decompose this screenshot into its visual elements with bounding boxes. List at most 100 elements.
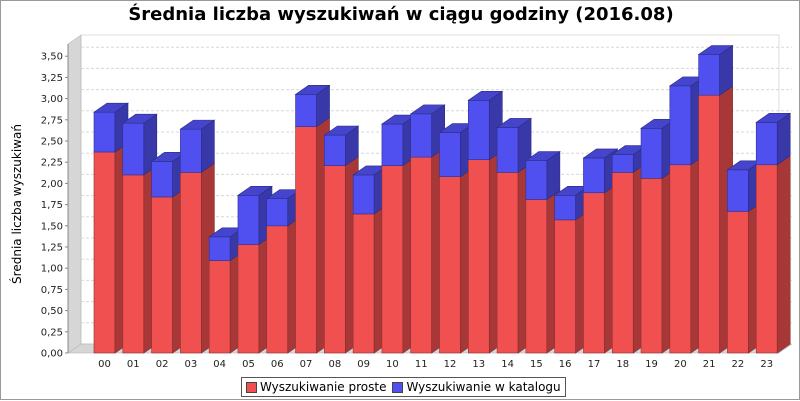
y-tick-label: 1,00	[41, 264, 63, 275]
bar-front	[237, 194, 260, 245]
bar-segment	[265, 189, 302, 227]
bar-top	[496, 118, 533, 128]
bar-top	[236, 185, 273, 196]
bar-top	[697, 45, 734, 55]
bar-front	[755, 164, 778, 354]
bar-front	[525, 199, 548, 354]
legend-label-catalog: Wyszukiwanie w katalogu	[406, 380, 561, 394]
bar-segment	[524, 150, 561, 201]
bar-segment	[697, 44, 734, 96]
bar-front	[295, 126, 317, 354]
legend-swatch-catalog	[392, 381, 404, 393]
x-tick-label: 10	[386, 359, 399, 370]
bar-front	[151, 161, 173, 198]
x-tick-label: 19	[645, 359, 658, 370]
bar-front	[324, 165, 346, 354]
bar-front	[583, 192, 605, 354]
x-tick-label: 17	[588, 359, 601, 370]
bar-front	[381, 123, 404, 166]
bar-front	[208, 236, 231, 261]
y-tick-label: 0,50	[41, 306, 63, 317]
legend-swatch-simple	[246, 381, 257, 393]
bar-front	[669, 164, 692, 354]
bar-front	[93, 151, 116, 354]
bar-top	[121, 113, 158, 124]
bar-top	[93, 102, 129, 113]
x-tick-label: 08	[328, 359, 341, 370]
bar-top	[294, 85, 331, 95]
bar-top	[524, 151, 561, 161]
bar-front	[467, 99, 490, 160]
plot-left-wall	[67, 34, 82, 354]
x-tick-label: 03	[185, 359, 198, 370]
x-tick-label: 00	[98, 359, 111, 370]
x-tick-label: 06	[271, 359, 284, 370]
bar-front	[352, 174, 375, 215]
bar-front	[496, 172, 519, 354]
y-tick-label: 1,50	[41, 221, 63, 232]
y-tick-label: 0,00	[41, 349, 63, 360]
bar-segment	[179, 119, 216, 173]
bar-front	[439, 176, 461, 354]
bar-front	[755, 122, 778, 166]
bar-front	[237, 244, 260, 354]
x-tick-label: 22	[732, 359, 745, 370]
bar-front	[122, 174, 145, 354]
legend: Wyszukiwanie proste Wyszukiwanie w katal…	[241, 377, 566, 397]
x-tick-label: 12	[444, 359, 457, 370]
bar-segment	[755, 155, 791, 354]
bar-front	[93, 111, 116, 153]
x-tick-label: 20	[674, 359, 687, 370]
bar-front	[122, 122, 145, 176]
x-tick-label: 18	[616, 359, 629, 370]
bar-front	[324, 134, 346, 166]
y-axis-label: Średnia liczba wyszukiwań	[9, 124, 24, 284]
legend-label-simple: Wyszukiwanie proste	[260, 380, 387, 394]
x-tick-label: 13	[472, 359, 485, 370]
bar-front	[525, 160, 548, 200]
y-axis: 0,00 0,25 0,50 0,75 1,00 1,25 1,50 1,75 2,00 2,25…	[41, 44, 69, 360]
bar-front	[352, 213, 375, 354]
bar-front	[410, 113, 433, 158]
x-tick-label: 04	[213, 359, 226, 370]
y-tick-label: 2,25	[41, 158, 63, 169]
bar-top	[409, 104, 446, 115]
x-tick-label: 23	[760, 359, 773, 370]
bar-top	[179, 119, 216, 130]
bar-front	[381, 165, 404, 354]
bar-side	[776, 155, 791, 354]
bar-front	[698, 94, 720, 354]
bar-front	[640, 127, 663, 179]
bar-top	[582, 148, 619, 159]
bar-segment	[323, 125, 360, 167]
x-tick-label: 09	[357, 359, 370, 370]
bar-front	[439, 132, 461, 177]
y-tick-label: 3,00	[41, 94, 63, 105]
x-axis: 00 01 02 03 04 05 06 07 08 09 10 11 12 13 14 15 16 17 18 19…	[98, 359, 773, 370]
x-tick-label: 14	[501, 359, 514, 370]
bar-front	[611, 154, 634, 173]
bar-segment	[121, 113, 158, 176]
chart-title: Średnia liczba wyszukiwań w ciągu godzin…	[128, 3, 673, 25]
x-tick-label: 07	[300, 359, 313, 370]
x-tick-label: 16	[559, 359, 572, 370]
bar-top	[467, 90, 504, 101]
bar-front	[640, 178, 663, 354]
y-tick-label: 1,75	[41, 200, 63, 211]
legend-item-simple: Wyszukiwanie proste	[246, 380, 386, 394]
y-tick-label: 3,50	[41, 52, 63, 63]
bar-segment	[294, 84, 331, 128]
x-tick-label: 21	[703, 359, 716, 370]
bar-front	[151, 196, 173, 354]
bar-segment	[467, 90, 504, 161]
bar-segment	[582, 148, 619, 194]
bar-front	[698, 54, 720, 96]
bar-front	[180, 172, 202, 354]
x-tick-label: 01	[127, 359, 140, 370]
legend-item-catalog: Wyszukiwanie w katalogu	[392, 380, 561, 394]
x-tick-label: 11	[415, 359, 428, 370]
bar-front	[180, 128, 202, 173]
bar-top	[755, 113, 792, 123]
